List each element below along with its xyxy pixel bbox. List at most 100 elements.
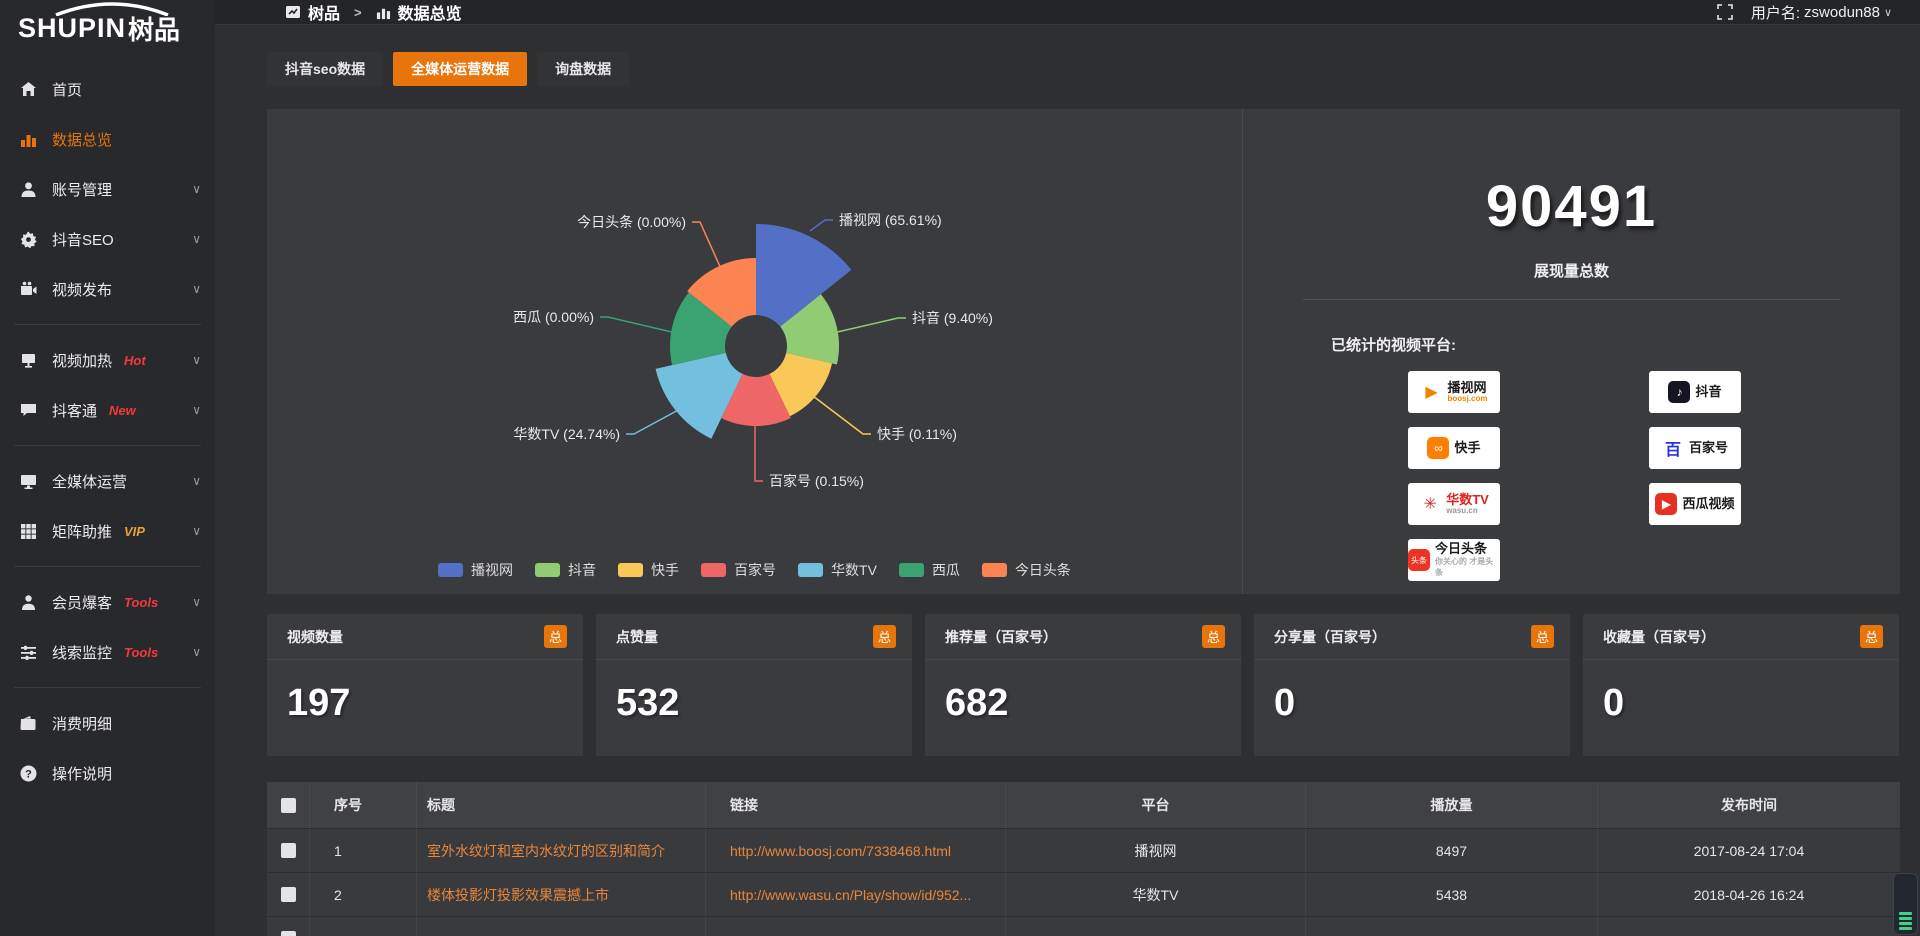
username: zswodun88 xyxy=(1804,3,1880,21)
platform-sub: wasu.cn xyxy=(1446,506,1478,516)
user-icon xyxy=(18,179,38,199)
row-checkbox[interactable] xyxy=(280,843,296,858)
pie-slice-快手[interactable] xyxy=(769,352,833,417)
platform-badge-西瓜视频[interactable]: ▶ 西瓜视频 xyxy=(1649,483,1741,525)
legend-swatch xyxy=(535,563,561,577)
cell-empty xyxy=(417,917,706,936)
chevron-down-icon: ∨ xyxy=(192,282,201,296)
app-logo[interactable]: SHUPIN 树品 xyxy=(0,0,215,56)
row-checkbox[interactable] xyxy=(280,887,296,902)
pie-slice-播视网[interactable] xyxy=(756,224,852,327)
video-title-link[interactable]: 室外水纹灯和室内水纹灯的区别和简介 xyxy=(427,842,665,859)
pie-label-line xyxy=(812,395,871,435)
sidebar-item-11[interactable]: 线索监控 Tools ∨ xyxy=(0,627,215,677)
header-title: 标题 xyxy=(417,782,706,828)
platform-badge-今日头条[interactable]: 头条 今日头条 你关心的 才是头条 xyxy=(1408,539,1500,581)
total-badge[interactable]: 总 xyxy=(873,625,896,648)
stat-card-value: 532 xyxy=(616,682,680,724)
platform-badge-抖音[interactable]: ♪ 抖音 xyxy=(1649,371,1741,413)
legend-item-抖音[interactable]: 抖音 xyxy=(535,560,596,580)
legend-item-快手[interactable]: 快手 xyxy=(618,560,679,580)
video-title-link[interactable]: 楼体投影灯投影效果震撼上市 xyxy=(427,886,609,903)
sidebar-item-3[interactable]: 账号管理 ∨ xyxy=(0,164,215,214)
user-menu[interactable]: 用户名: zswodun88 ∨ xyxy=(1751,2,1892,23)
sidebar-item-label: 账号管理 xyxy=(52,181,113,199)
sidebar-item-13[interactable]: ? 操作说明 xyxy=(0,748,215,798)
tab-3[interactable]: 询盘数据 xyxy=(537,52,630,86)
platform-sub: 你关心的 才是头条 xyxy=(1435,556,1494,577)
header-checkbox-cell xyxy=(267,782,310,828)
cell-empty xyxy=(706,917,1006,936)
stat-card-header: 推荐量（百家号） 总 xyxy=(925,614,1241,660)
legend-label: 百家号 xyxy=(734,562,777,578)
sidebar-item-1[interactable]: 首页 xyxy=(0,64,215,114)
total-badge[interactable]: 总 xyxy=(1531,625,1554,648)
platform-badge-快手[interactable]: ∞ 快手 xyxy=(1408,427,1500,469)
breadcrumb-root[interactable]: 树品 xyxy=(308,6,341,23)
sidebar-item-badge: Hot xyxy=(124,352,146,368)
stat-card-value: 0 xyxy=(1274,682,1296,724)
stat-card-2: 点赞量 总 532 xyxy=(596,614,912,756)
sliders-icon xyxy=(18,642,38,662)
total-badge[interactable]: 总 xyxy=(1860,625,1883,648)
header-time: 发布时间 xyxy=(1721,797,1777,813)
platform-badge-播视网[interactable]: ▶ 播视网 boosj.com xyxy=(1408,371,1500,413)
video-url-link[interactable]: http://www.wasu.cn/Play/show/id/952... xyxy=(730,886,972,903)
sidebar-item-9[interactable]: 矩阵助推 VIP ∨ xyxy=(0,506,215,556)
sidebar-item-7[interactable]: 抖客通 New ∨ xyxy=(0,385,215,435)
platform-badge-百家号[interactable]: 百百家号 xyxy=(1649,427,1741,469)
video-icon xyxy=(18,279,38,299)
total-badge[interactable]: 总 xyxy=(544,625,567,648)
platform-badge-华数TV[interactable]: ✳ 华数TV wasu.cn xyxy=(1408,483,1500,525)
breadcrumb-separator: > xyxy=(354,4,362,20)
sidebar-item-4[interactable]: 抖音SEO ∨ xyxy=(0,214,215,264)
cell-title: 室外水纹灯和室内水纹灯的区别和简介 xyxy=(417,829,706,872)
tab-2[interactable]: 全媒体运营数据 xyxy=(393,52,528,86)
sidebar-item-2[interactable]: 数据总览 xyxy=(0,114,215,164)
rose-chart-svg[interactable]: 播视网 (65.61%) 抖音 (9.40%) 快手 (0.11%) 百家号 (0.1… xyxy=(267,109,1242,594)
home-icon xyxy=(18,79,38,99)
select-all-checkbox[interactable] xyxy=(280,797,296,813)
tab-1[interactable]: 抖音seo数据 xyxy=(267,52,384,86)
legend-item-播视网[interactable]: 播视网 xyxy=(438,560,513,580)
pie-slice-西瓜[interactable] xyxy=(670,292,732,366)
legend-item-华数TV[interactable]: 华数TV xyxy=(798,560,877,580)
logo-text-cn: 树品 xyxy=(128,14,181,45)
videos-table: 序号 标题 链接 平台 播放量 发布时间 1 室外水纹灯和室内水纹灯的区别和简介 http://… xyxy=(267,782,1900,936)
sidebar-item-10[interactable]: 会员爆客 Tools ∨ xyxy=(0,577,215,627)
sidebar-item-badge: Tools xyxy=(124,644,159,660)
widget-stripe xyxy=(1899,922,1912,925)
breadcrumb-current: 数据总览 xyxy=(397,6,462,23)
legend-item-百家号[interactable]: 百家号 xyxy=(701,560,776,580)
sidebar-item-12[interactable]: 消费明细 xyxy=(0,698,215,748)
chat-icon xyxy=(18,400,38,420)
video-url-link[interactable]: http://www.boosj.com/7338468.html xyxy=(730,842,952,859)
question-icon: ? xyxy=(18,763,38,783)
pie-slice-抖音[interactable] xyxy=(780,294,839,365)
legend-swatch xyxy=(981,563,1007,577)
browser-helper-widget[interactable] xyxy=(1893,873,1918,935)
pie-slice-今日头条[interactable] xyxy=(687,258,756,327)
total-badge[interactable]: 总 xyxy=(1202,625,1225,648)
pie-label-抖音: 抖音 (9.40%) xyxy=(912,310,993,326)
pie-slice-百家号[interactable] xyxy=(721,373,791,427)
fullscreen-icon[interactable] xyxy=(1716,4,1733,20)
platform-name-wrap: 快手 xyxy=(1454,441,1480,455)
sidebar-item-label: 首页 xyxy=(52,81,83,99)
platform-column-2: ♪ 抖音百百家号 ▶ 西瓜视频 xyxy=(1649,371,1741,581)
toutiao-icon: 头条 xyxy=(1408,549,1430,571)
pie-label-华数TV: 华数TV (24.74%) xyxy=(513,426,620,442)
pie-label-line xyxy=(754,416,763,482)
person-icon xyxy=(18,592,38,612)
row-checkbox-cell xyxy=(267,873,310,916)
row-checkbox[interactable] xyxy=(280,931,296,936)
widget-stripe xyxy=(1899,912,1912,915)
pie-slice-华数TV[interactable] xyxy=(655,352,743,439)
sidebar-item-8[interactable]: 全媒体运营 ∨ xyxy=(0,456,215,506)
wasu-icon: ✳ xyxy=(1419,493,1442,515)
legend-item-今日头条[interactable]: 今日头条 xyxy=(981,560,1071,580)
sidebar-item-6[interactable]: 视频加热 Hot ∨ xyxy=(0,335,215,385)
legend-item-西瓜[interactable]: 西瓜 xyxy=(898,560,960,580)
platform-badges: ▶ 播视网 boosj.com ∞ 快手 ✳ 华数TV wasu.cn 头条 今日头条 你关心的 才… xyxy=(1408,371,1900,581)
sidebar-item-5[interactable]: 视频发布 ∨ xyxy=(0,264,215,314)
